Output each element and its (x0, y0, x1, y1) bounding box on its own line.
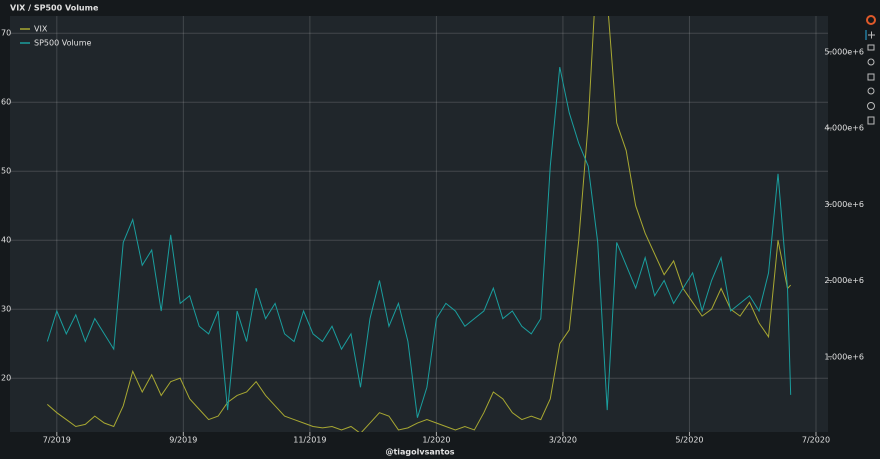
y2-tick-label: 4.000e+6 (824, 124, 864, 133)
x-tick-label: 5/2020 (675, 436, 703, 445)
series-line (46, 66, 792, 418)
x-tick-label: 11/2019 (293, 436, 326, 445)
y2-tick-label: 1.000e+6 (824, 352, 864, 361)
x-tick-label: 1/2020 (422, 436, 450, 445)
box-tool[interactable] (867, 73, 875, 81)
y2-tick-label: 3.000e+6 (824, 200, 864, 209)
series-line (46, 16, 792, 432)
legend-label: VIX (34, 25, 48, 34)
y2-tick-label: 2.000e+6 (824, 276, 864, 285)
zoom-tool[interactable] (867, 58, 875, 66)
plot-lines (46, 16, 792, 432)
y-tick-label: 70 (1, 29, 11, 38)
y2-tick-label: 5.000e+6 (824, 47, 864, 56)
pan-tool[interactable] (868, 31, 875, 39)
y-tick-label: 40 (1, 236, 11, 245)
footer: @tiagolvsantos (385, 448, 454, 457)
wheel-tool[interactable] (867, 87, 875, 95)
legend-label: SP500 Volume (34, 39, 92, 48)
x-tick-label: 9/2019 (169, 436, 197, 445)
y-tick-label: 60 (1, 98, 11, 107)
x-tick-label: 7/2019 (43, 436, 71, 445)
y-tick-label: 20 (1, 374, 11, 383)
legend: VIX SP500 Volume (20, 25, 92, 48)
logo (866, 15, 876, 25)
reset-tool[interactable] (867, 102, 875, 110)
x-tick-label: 7/2020 (802, 436, 830, 445)
lasso-tool[interactable] (867, 44, 875, 51)
toolbar (865, 15, 876, 125)
x-tick-label: 3/2020 (549, 436, 577, 445)
y-tick-label: 50 (1, 167, 11, 176)
chart-title: VIX / SP500 Volume (10, 4, 99, 13)
plot-area (10, 16, 828, 432)
save-tool[interactable] (867, 116, 875, 125)
y-tick-label: 30 (1, 305, 11, 314)
